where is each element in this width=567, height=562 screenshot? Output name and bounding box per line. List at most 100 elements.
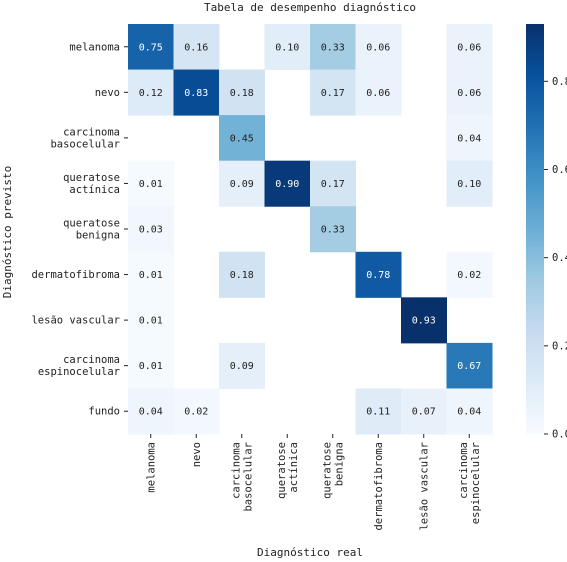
heatmap-cell: [264, 24, 311, 71]
heatmap-cell: [446, 251, 493, 298]
cell-value-label: 0.06: [457, 42, 481, 53]
heatmap-cell: [446, 388, 493, 435]
x-tick-label: actínica: [288, 442, 300, 493]
heatmap-cell: [219, 160, 265, 207]
y-tick-label: lesão vascular: [31, 315, 120, 327]
heatmap-cell: [310, 160, 356, 207]
y-tick-label: actínica: [69, 184, 120, 196]
heatmap-cell: [401, 297, 447, 344]
y-tick-label: queratose: [63, 218, 120, 230]
cell-value-label: 0.03: [139, 225, 163, 236]
cell-value-label: 0.45: [230, 133, 254, 144]
cell-value-label: 0.18: [230, 270, 254, 281]
heatmap-cell: [219, 251, 265, 298]
x-axis-title: Diagnóstico real: [257, 546, 363, 559]
cell-value-label: 0.83: [184, 88, 208, 99]
y-tick-label: fundo: [88, 406, 120, 418]
cell-value-label: 0.09: [230, 179, 254, 190]
x-tick-label: carcinoma: [230, 442, 242, 499]
cell-value-label: 0.01: [139, 270, 163, 281]
cell-value-label: 0.07: [412, 407, 436, 418]
y-tick-label: dermatofibroma: [31, 269, 120, 281]
heatmap-cell: [446, 24, 493, 71]
x-axis-ticks: melanoma nevo carcinoma basocelular queratos…: [145, 434, 482, 531]
y-tick-label: carcinoma: [63, 354, 120, 366]
y-tick-label: espinocelular: [38, 366, 120, 378]
y-tick-label: carcinoma: [63, 126, 120, 138]
cell-value-label: 0.01: [139, 316, 163, 327]
cell-value-label: 0.16: [184, 42, 208, 53]
x-tick-label: nevo: [191, 442, 203, 467]
cell-value-label: 0.10: [275, 42, 299, 53]
cell-value-label: 0.33: [321, 42, 345, 53]
cell-value-label: 0.18: [230, 88, 254, 99]
heatmap-cell: [446, 160, 493, 207]
colorbar-tick-label: 0.6: [552, 164, 567, 176]
colorbar-tick-label: 0.4: [552, 252, 567, 264]
cell-value-label: 0.04: [139, 407, 163, 418]
heatmap-cell: [310, 206, 356, 253]
heatmap-cell: [446, 342, 493, 389]
heatmap-cell: [355, 251, 402, 298]
colorbar-tick-label: 0.0: [552, 429, 567, 441]
cell-value-label: 0.12: [139, 88, 163, 99]
heatmap-cell: [128, 342, 174, 389]
heatmap-cell: [446, 69, 493, 116]
colorbar-tick-label: 0.2: [552, 340, 567, 352]
x-tick-label: melanoma: [145, 442, 157, 493]
y-axis-title: Diagnóstico previsto: [1, 166, 14, 298]
x-tick-label: basocelular: [242, 442, 254, 512]
heatmap-cell: [446, 115, 493, 162]
colorbar: 0.0 0.2 0.4 0.6 0.8: [526, 24, 567, 441]
heatmap-cell: [310, 24, 356, 71]
heatmap-cell: [264, 160, 311, 207]
y-tick-label: queratose: [63, 172, 120, 184]
heatmap-cell: [128, 160, 174, 207]
x-tick-label: lesão vascular: [418, 442, 430, 531]
cell-value-label: 0.02: [184, 407, 208, 418]
cell-value-label: 0.78: [366, 270, 390, 281]
x-tick-label: benigna: [333, 442, 345, 486]
heatmap-grid: 0.75 0.16 0.10 0.33 0.06 0.06 0.12 0.83 0.18 0.17…: [128, 24, 493, 435]
cell-value-label: 0.17: [321, 179, 345, 190]
cell-value-label: 0.04: [457, 133, 481, 144]
y-tick-label: benigna: [76, 230, 120, 242]
colorbar-tick-label: 0.8: [552, 76, 567, 88]
heatmap-cell: [128, 206, 174, 253]
y-tick-label: basocelular: [50, 138, 120, 150]
y-tick-label: melanoma: [69, 41, 120, 53]
cell-value-label: 0.75: [139, 42, 163, 53]
x-tick-label: dermatofibroma: [373, 442, 385, 531]
heatmap-cell: [401, 388, 447, 435]
colorbar-gradient: [526, 24, 544, 434]
heatmap-cell: [128, 251, 174, 298]
heatmap-cell: [219, 115, 265, 162]
heatmap-cell: [173, 388, 220, 435]
heatmap-cell: [173, 69, 220, 116]
cell-value-label: 0.11: [366, 407, 390, 418]
heatmap-cell: [355, 24, 402, 71]
heatmap-cell: [128, 69, 174, 116]
cell-value-label: 0.06: [457, 88, 481, 99]
chart-title: Tabela de desempenho diagnóstico: [204, 1, 416, 14]
cell-value-label: 0.33: [321, 225, 345, 236]
x-tick-label: queratose: [276, 442, 288, 499]
y-tick-label: nevo: [95, 87, 120, 99]
x-tick-label: carcinoma: [458, 442, 470, 499]
cell-value-label: 0.04: [457, 407, 481, 418]
heatmap-cell: [128, 24, 174, 71]
heatmap-cell: [310, 69, 356, 116]
x-tick-label: queratose: [321, 442, 333, 499]
cell-value-label: 0.67: [457, 361, 481, 372]
cell-value-label: 0.06: [366, 42, 390, 53]
cell-value-label: 0.17: [321, 88, 345, 99]
cell-value-label: 0.02: [457, 270, 481, 281]
y-axis-ticks: melanomanevocarcinomabasocelularqueratos…: [31, 41, 128, 418]
cell-value-label: 0.01: [139, 361, 163, 372]
cell-value-label: 0.01: [139, 179, 163, 190]
heatmap-cell: [355, 388, 402, 435]
x-tick-label: espinocelular: [470, 442, 482, 524]
cell-value-label: 0.09: [230, 361, 254, 372]
heatmap-cell: [173, 24, 220, 71]
